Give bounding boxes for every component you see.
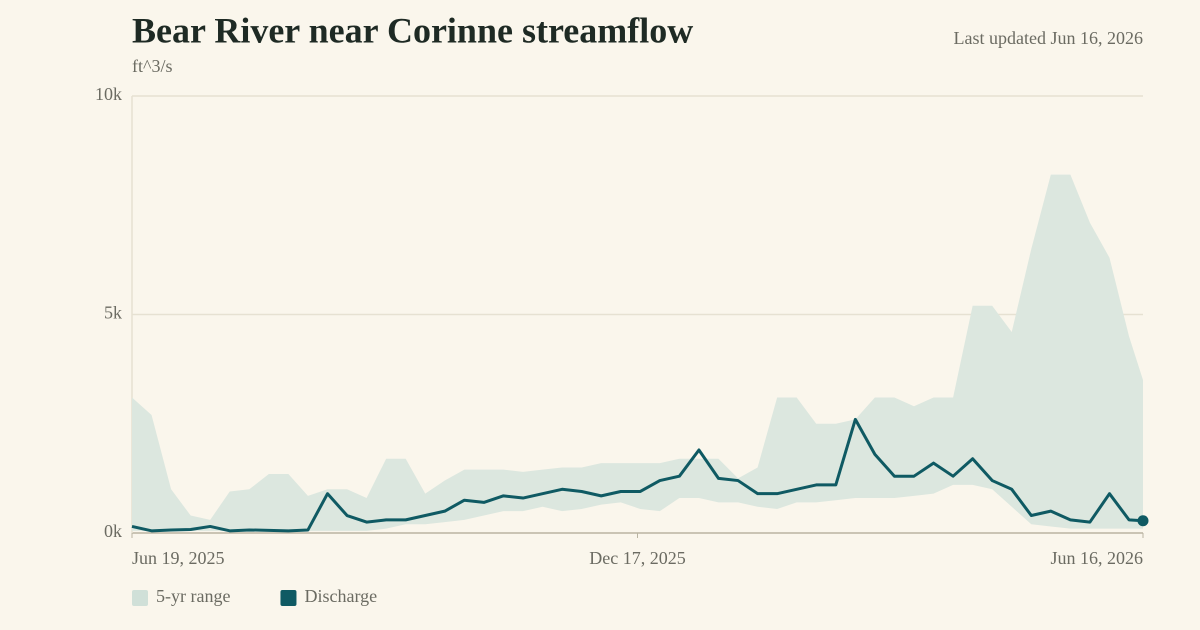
y-axis-label: ft^3/s (132, 56, 172, 76)
legend-label: 5-yr range (156, 586, 230, 606)
chart-title: Bear River near Corinne streamflow (132, 10, 693, 50)
legend-swatch (280, 590, 297, 606)
y-tick-label: 5k (104, 303, 122, 323)
range-area (132, 174, 1143, 531)
x-tick-label: Jun 16, 2026 (1050, 548, 1143, 568)
last-point (1137, 515, 1149, 527)
legend-swatch (132, 590, 148, 606)
y-tick-label: 0k (104, 521, 122, 541)
y-tick-label: 10k (95, 84, 122, 104)
x-tick-label: Jun 19, 2025 (132, 548, 225, 568)
discharge-line (131, 417, 1144, 533)
x-tick-label: Dec 17, 2025 (589, 548, 685, 568)
legend-label: Discharge (304, 586, 377, 606)
updated-note: Last updated Jun 16, 2026 (954, 28, 1143, 48)
